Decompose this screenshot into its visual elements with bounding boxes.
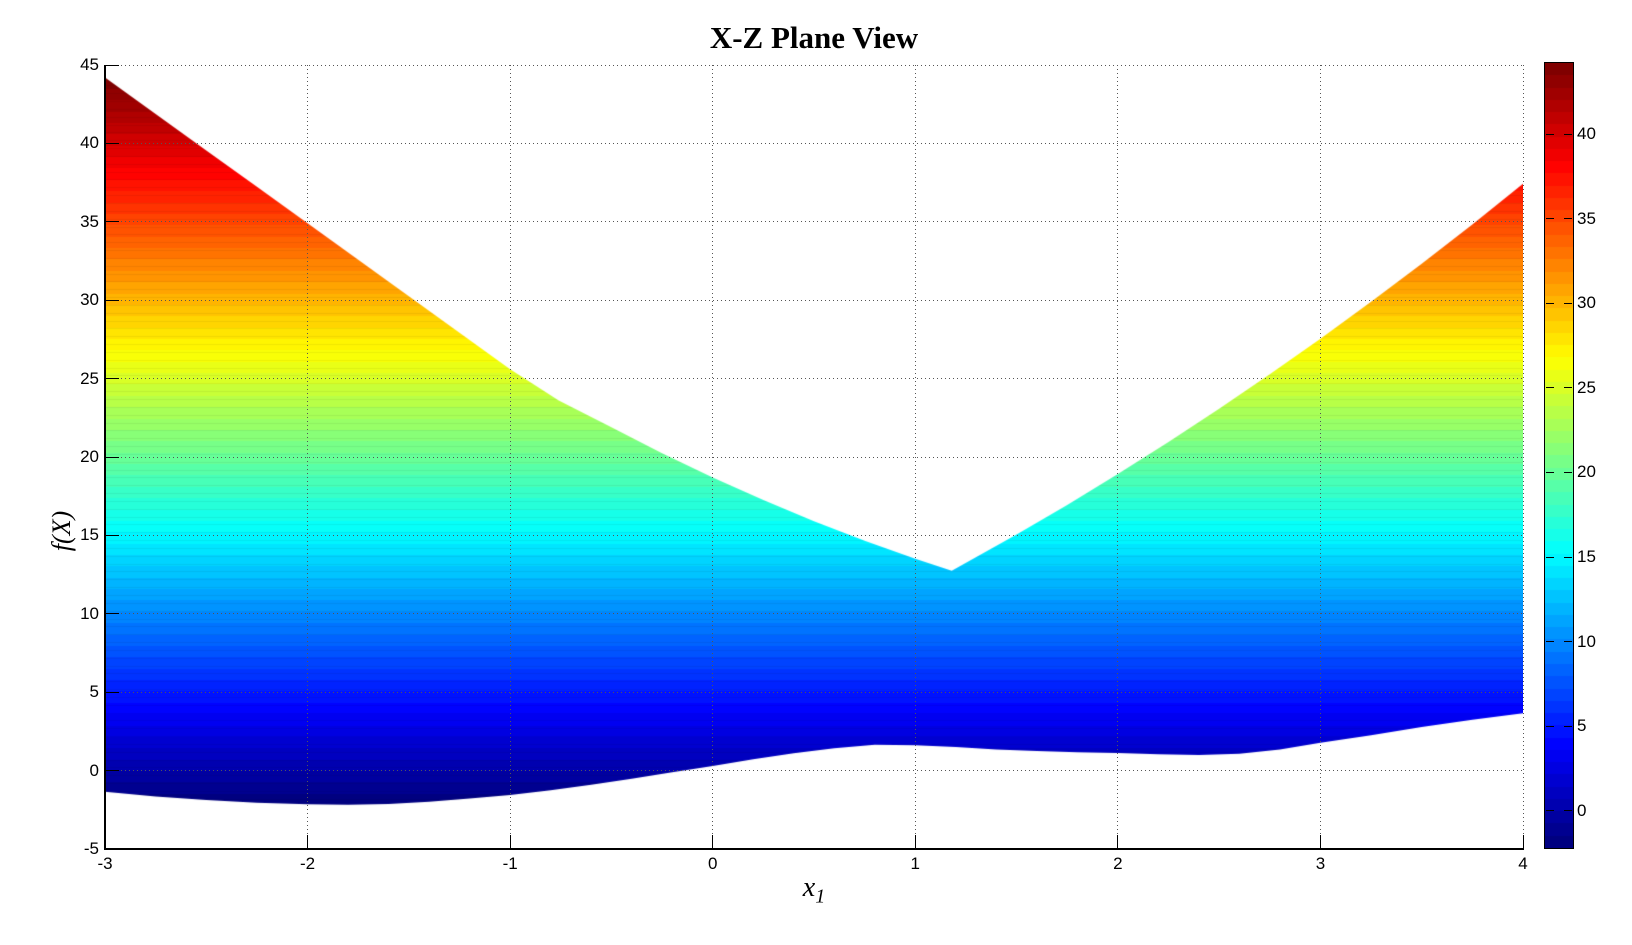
y-tick-mark <box>105 534 119 536</box>
y-tick-label: 15 <box>80 525 99 545</box>
y-tick-label: 35 <box>80 211 99 231</box>
y-tick-label: 5 <box>89 682 99 702</box>
v-gridline <box>914 65 916 849</box>
y-axis-line <box>104 65 106 849</box>
x-tick-label: -1 <box>502 854 518 873</box>
y-tick-mark <box>105 64 119 66</box>
h-gridline <box>105 770 1523 772</box>
x-tick-mark <box>509 835 511 849</box>
chart-title: X-Z Plane View <box>709 20 919 55</box>
h-gridline <box>105 456 1523 458</box>
x-axis-label-subscript: 1 <box>815 885 826 908</box>
x-tick-label: 4 <box>1518 854 1528 873</box>
y-tick-mark <box>105 299 119 301</box>
v-gridline <box>307 65 309 849</box>
colorbar-tick-right <box>1564 810 1572 812</box>
colorbar-tick-label: 40 <box>1577 124 1596 144</box>
x-tick-mark <box>1117 835 1119 849</box>
y-tick-label: 25 <box>80 368 99 388</box>
colorbar-tick-left <box>1546 810 1554 812</box>
y-tick-label: 10 <box>80 603 99 623</box>
colorbar-tick-label: 20 <box>1577 462 1596 482</box>
y-tick-mark <box>105 770 119 772</box>
colorbar-tick-left <box>1546 133 1554 135</box>
y-tick-label: 45 <box>80 55 99 74</box>
y-tick-label: 40 <box>80 133 99 153</box>
y-tick-mark <box>105 691 119 693</box>
colorbar-tick-label: 10 <box>1577 631 1596 651</box>
y-tick-label: -5 <box>83 839 99 858</box>
colorbar-tick-left <box>1546 302 1554 304</box>
x-axis-label: x1 <box>105 872 1523 909</box>
v-gridline <box>1522 65 1524 849</box>
x-axis-label-base: x <box>802 872 816 903</box>
colorbar-tick-label: 35 <box>1577 208 1596 228</box>
h-gridline <box>105 142 1523 144</box>
colorbar-tick-right <box>1564 725 1572 727</box>
v-gridline <box>1319 65 1321 849</box>
h-gridline <box>105 64 1523 66</box>
v-gridline <box>1117 65 1119 849</box>
colorbar-tick-label: 25 <box>1577 377 1596 397</box>
h-gridline <box>105 534 1523 536</box>
x-tick-mark <box>1319 835 1321 849</box>
y-tick-mark <box>105 221 119 223</box>
colorbar-tick-right <box>1564 133 1572 135</box>
x-tick-mark <box>712 835 714 849</box>
h-gridline <box>105 299 1523 301</box>
x-tick-label: 3 <box>1315 854 1326 873</box>
y-tick-mark <box>105 142 119 144</box>
colorbar-tick-label: 0 <box>1577 800 1587 820</box>
x-tick-label: 1 <box>910 854 921 873</box>
h-gridline <box>105 613 1523 615</box>
colorbar <box>1544 62 1574 849</box>
x-tick-mark <box>1522 835 1524 849</box>
x-tick-label: -3 <box>97 854 113 873</box>
colorbar-tick-right <box>1564 471 1572 473</box>
colorbar-tick-left <box>1546 471 1554 473</box>
colorbar-tick-label: 30 <box>1577 293 1596 313</box>
y-tick-label: 20 <box>80 447 99 466</box>
colorbar-tick-right <box>1564 218 1572 220</box>
h-gridline <box>105 691 1523 693</box>
colorbar-tick-left <box>1546 387 1554 389</box>
x-tick-mark <box>914 835 916 849</box>
x-tick-label: -2 <box>300 854 316 873</box>
y-tick-mark <box>105 613 119 615</box>
colorbar-tick-left <box>1546 218 1554 220</box>
h-gridline <box>105 378 1523 380</box>
colorbar-tick-right <box>1564 302 1572 304</box>
y-tick-mark <box>105 378 119 380</box>
y-tick-label: 30 <box>80 290 99 310</box>
colorbar-tick-left <box>1546 641 1554 643</box>
colorbar-tick-right <box>1564 556 1572 558</box>
h-gridline <box>105 221 1523 223</box>
colorbar-tick-label: 15 <box>1577 547 1596 566</box>
colorbar-tick-left <box>1546 556 1554 558</box>
x-tick-label: 0 <box>707 854 718 873</box>
v-gridline <box>509 65 511 849</box>
x-tick-label: 2 <box>1113 854 1123 873</box>
v-gridline <box>712 65 714 849</box>
x-axis-line <box>104 848 1524 850</box>
y-tick-mark <box>105 456 119 458</box>
x-tick-mark <box>307 835 309 849</box>
colorbar-tick-right <box>1564 387 1572 389</box>
y-tick-label: 0 <box>89 760 99 780</box>
colorbar-tick-left <box>1546 725 1554 727</box>
colorbar-tick-label: 5 <box>1577 716 1587 736</box>
colorbar-tick-right <box>1564 641 1572 643</box>
